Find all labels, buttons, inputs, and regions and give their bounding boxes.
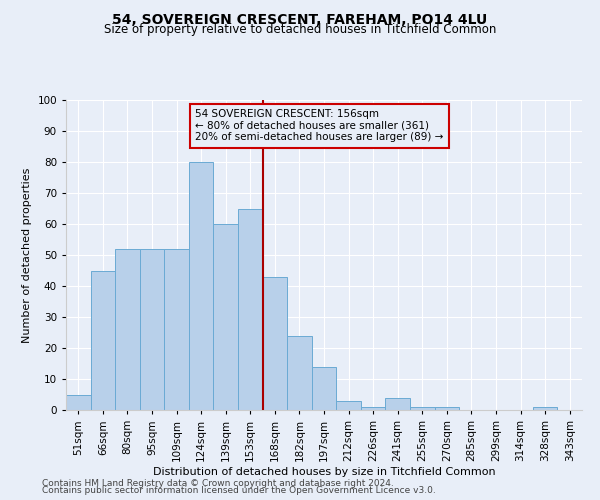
Bar: [434, 407, 459, 410]
Bar: [312, 366, 336, 410]
Bar: [189, 162, 214, 410]
Bar: [361, 407, 385, 410]
Bar: [91, 270, 115, 410]
Text: Contains HM Land Registry data © Crown copyright and database right 2024.: Contains HM Land Registry data © Crown c…: [42, 478, 394, 488]
Bar: [533, 407, 557, 410]
Text: Size of property relative to detached houses in Titchfield Common: Size of property relative to detached ho…: [104, 22, 496, 36]
Bar: [214, 224, 238, 410]
X-axis label: Distribution of detached houses by size in Titchfield Common: Distribution of detached houses by size …: [152, 466, 496, 476]
Bar: [238, 208, 263, 410]
Bar: [164, 249, 189, 410]
Y-axis label: Number of detached properties: Number of detached properties: [22, 168, 32, 342]
Bar: [385, 398, 410, 410]
Text: 54, SOVEREIGN CRESCENT, FAREHAM, PO14 4LU: 54, SOVEREIGN CRESCENT, FAREHAM, PO14 4L…: [112, 12, 488, 26]
Bar: [66, 394, 91, 410]
Bar: [263, 276, 287, 410]
Bar: [410, 407, 434, 410]
Bar: [140, 249, 164, 410]
Text: Contains public sector information licensed under the Open Government Licence v3: Contains public sector information licen…: [42, 486, 436, 495]
Text: 54 SOVEREIGN CRESCENT: 156sqm
← 80% of detached houses are smaller (361)
20% of : 54 SOVEREIGN CRESCENT: 156sqm ← 80% of d…: [195, 110, 443, 142]
Bar: [287, 336, 312, 410]
Bar: [115, 249, 140, 410]
Bar: [336, 400, 361, 410]
